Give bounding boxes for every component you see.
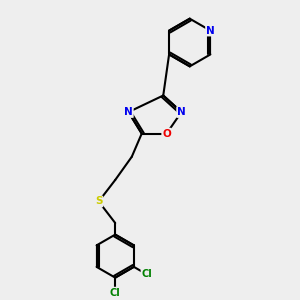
Text: N: N [124, 107, 133, 117]
Text: N: N [206, 26, 215, 36]
Text: N: N [177, 107, 186, 117]
Text: S: S [95, 196, 102, 206]
Text: O: O [162, 129, 171, 139]
Text: Cl: Cl [141, 269, 152, 279]
Text: Cl: Cl [110, 288, 121, 298]
